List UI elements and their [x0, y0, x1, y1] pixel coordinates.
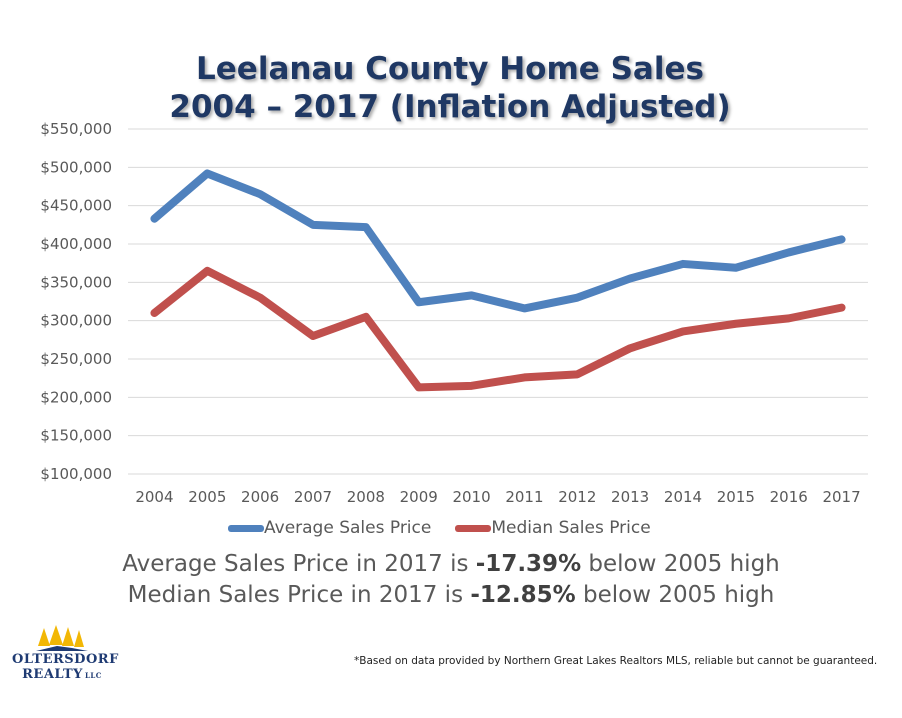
summary-median-value: -12.85%: [470, 582, 576, 608]
legend-label-median: Median Sales Price: [491, 518, 651, 538]
logo-line2: REALTY LLC: [12, 667, 112, 683]
series-lines: [150, 169, 846, 392]
legend-item-average: Average Sales Price: [228, 518, 431, 538]
x-tick-label: 2011: [505, 488, 543, 506]
logo-wordmark: OLTERSDORF REALTY LLC: [12, 652, 119, 683]
y-tick-label: $500,000: [40, 158, 112, 176]
y-tick-label: $200,000: [40, 388, 112, 406]
summary-median: Median Sales Price in 2017 is -12.85% be…: [0, 582, 902, 608]
x-axis-ticks: 2004 2005 2006 2007 2008 2009 2010 2011 2012 2013…: [135, 488, 860, 506]
chart-title-line2: 2004 – 2017 (Inflation Adjusted): [169, 89, 731, 125]
chart-title-line1: Leelanau County Home Sales: [196, 51, 704, 87]
company-logo: OLTERSDORF REALTY LLC: [12, 624, 122, 704]
summary-average: Average Sales Price in 2017 is -17.39% b…: [0, 551, 902, 577]
gridlines: [128, 128, 868, 475]
logo-realty: REALTY: [22, 667, 83, 682]
series-line-median: [150, 266, 846, 392]
x-tick-label: 2015: [717, 488, 755, 506]
x-tick-label: 2007: [294, 488, 332, 506]
x-tick-label: 2005: [188, 488, 226, 506]
summary-average-prefix: Average Sales Price in 2017 is: [122, 551, 476, 577]
x-tick-label: 2014: [664, 488, 702, 506]
logo-line1: OLTERSDORF: [12, 652, 119, 667]
chart-legend: Average Sales Price Median Sales Price: [228, 515, 675, 541]
footnote: *Based on data provided by Northern Grea…: [354, 655, 878, 667]
legend-swatch-average: [228, 524, 264, 532]
summary-median-suffix: below 2005 high: [575, 582, 775, 608]
summary-median-prefix: Median Sales Price in 2017 is: [127, 582, 471, 608]
summary-average-suffix: below 2005 high: [581, 551, 780, 577]
x-tick-label: 2008: [347, 488, 385, 506]
legend-swatch-median: [455, 524, 492, 532]
x-tick-label: 2006: [241, 488, 279, 506]
x-tick-label: 2009: [400, 488, 438, 506]
series-line-average: [150, 169, 846, 313]
y-axis-ticks: $100,000 $150,000 $200,000 $250,000 $300,000…: [40, 120, 112, 483]
x-tick-label: 2016: [770, 488, 808, 506]
y-tick-label: $150,000: [40, 427, 112, 445]
x-tick-label: 2010: [452, 488, 490, 506]
y-tick-label: $350,000: [40, 273, 112, 291]
chart-title: Leelanau County Home Sales 2004 – 2017 (…: [0, 50, 902, 126]
y-tick-label: $550,000: [40, 120, 112, 138]
x-tick-label: 2013: [611, 488, 649, 506]
trees-icon: [36, 625, 88, 651]
x-tick-label: 2017: [822, 488, 860, 506]
line-chart: $100,000 $150,000 $200,000 $250,000 $300,000…: [40, 120, 868, 506]
y-tick-label: $100,000: [40, 465, 112, 483]
logo-llc: LLC: [84, 671, 102, 680]
legend-label-average: Average Sales Price: [264, 518, 432, 538]
summary-average-value: -17.39%: [475, 551, 582, 577]
y-tick-label: $300,000: [40, 312, 112, 330]
y-tick-label: $250,000: [40, 350, 112, 368]
y-tick-label: $400,000: [40, 235, 112, 253]
legend-item-median: Median Sales Price: [455, 518, 651, 538]
x-tick-label: 2012: [558, 488, 596, 506]
y-tick-label: $450,000: [40, 197, 112, 215]
x-tick-label: 2004: [135, 488, 173, 506]
